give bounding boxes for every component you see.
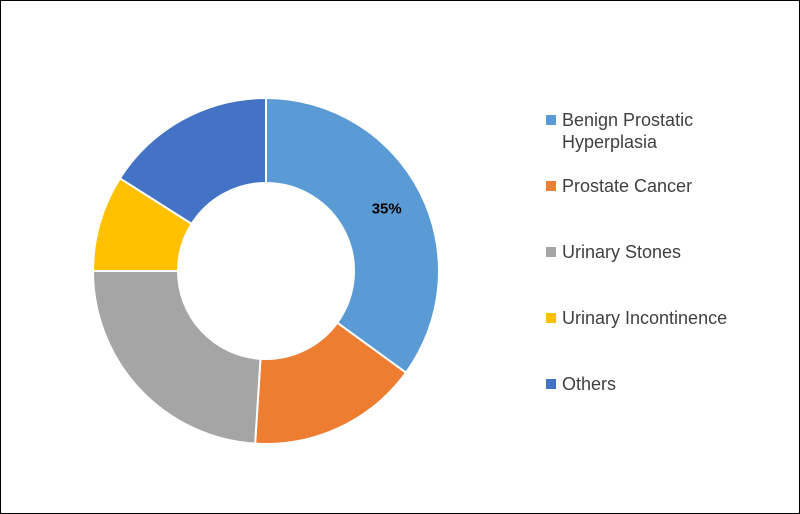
legend-swatch <box>546 115 556 125</box>
legend-item: Benign Prostatic Hyperplasia <box>546 109 771 175</box>
legend-item: Others <box>546 373 771 439</box>
legend-label: Others <box>562 374 617 394</box>
legend-swatch <box>546 379 556 389</box>
legend-label: Benign Prostatic Hyperplasia <box>562 110 694 152</box>
donut-slice <box>91 270 262 445</box>
legend-label: Urinary Stones <box>562 242 682 262</box>
legend-swatch <box>546 313 556 323</box>
donut-slice <box>265 96 440 375</box>
legend: Benign Prostatic Hyperplasia Prostate Can… <box>546 109 771 439</box>
legend-label: Prostate Cancer <box>562 176 693 196</box>
legend-item: Prostate Cancer <box>546 175 771 241</box>
legend-item: Urinary Incontinence <box>546 307 771 373</box>
legend-label: Urinary Incontinence <box>562 308 728 328</box>
legend-swatch <box>546 181 556 191</box>
legend-swatch <box>546 247 556 257</box>
legend-item: Urinary Stones <box>546 241 771 307</box>
donut-slice <box>118 96 267 226</box>
data-label: 35% <box>372 200 402 217</box>
